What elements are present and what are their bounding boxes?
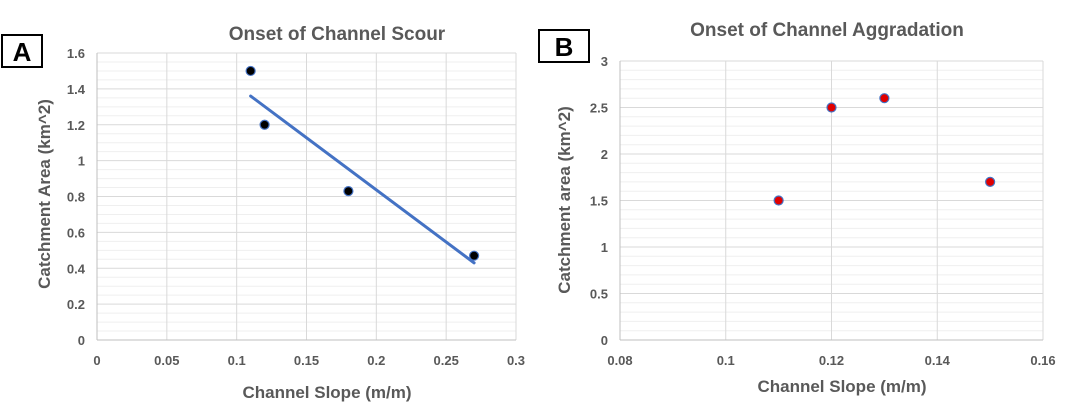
chart-title: Onset of Channel Aggradation	[690, 20, 964, 41]
y-tick-label: 2	[601, 147, 608, 162]
panel-label: A	[13, 37, 32, 67]
x-tick-label: 0.25	[434, 353, 459, 368]
x-tick-label: 0.16	[1030, 353, 1055, 368]
y-tick-label: 3	[601, 54, 608, 69]
y-tick-label: 0	[78, 333, 85, 348]
x-tick-label: 0.2	[367, 353, 385, 368]
x-tick-label: 0.05	[154, 353, 179, 368]
y-tick-label: 0	[601, 333, 608, 348]
gridlines	[97, 52, 517, 340]
data-point	[985, 176, 996, 187]
y-tick-label: 0.4	[67, 261, 86, 276]
y-tick-label: 1	[601, 240, 608, 255]
y-tick-label: 1.5	[590, 194, 608, 209]
y-tick-label: 1.4	[67, 82, 86, 97]
x-tick-label: 0	[93, 353, 100, 368]
x-tick-label: 0.08	[607, 353, 632, 368]
data-point	[879, 93, 890, 104]
chart-onset-of-channel-scour: A Onset of Channel Scour Channel Slope (…	[1, 24, 525, 402]
gridlines	[620, 60, 1044, 340]
data-point	[245, 65, 256, 77]
chart-title: Onset of Channel Scour	[229, 24, 446, 45]
y-tick-label: 1.2	[67, 118, 85, 133]
x-tick-label: 0.15	[294, 353, 319, 368]
x-tick-label: 0.1	[717, 353, 735, 368]
x-tick-label: 0.1	[228, 353, 246, 368]
y-tick-label: 1.6	[67, 46, 85, 61]
y-tick-label: 2.5	[590, 101, 608, 116]
panel-label-box	[538, 29, 590, 63]
trendline	[249, 94, 476, 265]
y-tick-label: 0.8	[67, 190, 85, 205]
y-tick-label: 0.2	[67, 297, 85, 312]
y-tick-label: 1	[78, 154, 85, 169]
x-tick-label: 0.14	[925, 353, 951, 368]
data-point	[343, 186, 354, 197]
x-axis-title: Channel Slope (m/m)	[757, 377, 926, 396]
y-axis-title: Catchment Area (km^2)	[35, 99, 54, 289]
x-tick-label: 0.3	[507, 353, 525, 368]
y-tick-label: 0.5	[590, 287, 608, 302]
data-point	[826, 102, 837, 113]
x-tick-label: 0.12	[819, 353, 844, 368]
panel-label: B	[555, 32, 574, 62]
panel-label-box	[1, 34, 43, 68]
x-axis-title: Channel Slope (m/m)	[242, 383, 411, 402]
data-point	[773, 195, 784, 206]
chart-onset-of-channel-aggradation: B Onset of Channel Aggradation Channel S…	[538, 20, 1056, 396]
y-axis-title: Catchment area (km^2)	[555, 106, 574, 294]
data-point	[259, 119, 270, 130]
data-point	[469, 250, 480, 261]
y-tick-label: 0.6	[67, 225, 85, 240]
